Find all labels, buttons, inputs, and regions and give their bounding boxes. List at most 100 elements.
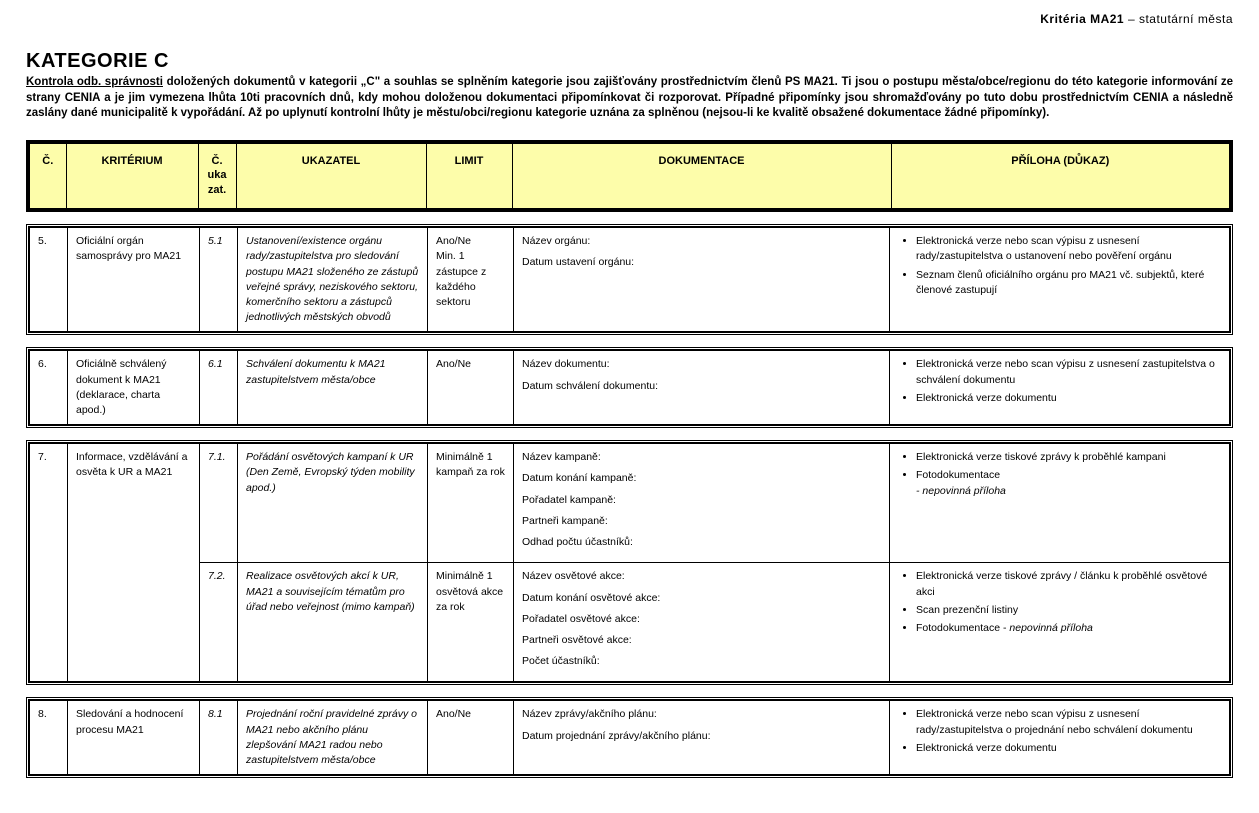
table-row: 6.Oficiálně schválený dokument k MA21 (d…	[30, 351, 1230, 425]
intro-text: doložených dokumentů v kategorii „C" a s…	[26, 76, 1233, 119]
cell-limit: Minimálně 1 kampaň za rok	[428, 444, 514, 563]
cell-limit: Minimálně 1 osvětová akce za rok	[428, 563, 514, 682]
dokumentace-line: Datum schválení dokumentu:	[522, 379, 881, 394]
cell-num: 8.	[30, 701, 68, 775]
priloha-list: Elektronická verze nebo scan výpisu z us…	[898, 707, 1221, 756]
th-dokumentace: DOKUMENTACE	[512, 142, 891, 211]
criteria-header-table: Č. KRITÉRIUM Č. uka zat. UKAZATEL LIMIT …	[26, 140, 1233, 213]
th-ukazatel: UKAZATEL	[236, 142, 426, 211]
cell-ukazat-num: 7.2.	[200, 563, 238, 682]
cell-ukazatel: Realizace osvětových akcí k UR, MA21 a s…	[238, 563, 428, 682]
priloha-item: Fotodokumentace - nepovinná příloha	[916, 621, 1221, 636]
cell-kriterium: Sledování a hodnocení procesu MA21	[68, 701, 200, 775]
table-row: 7.2.Realizace osvětových akcí k UR, MA21…	[30, 563, 1230, 682]
dokumentace-line: Datum ustavení orgánu:	[522, 255, 881, 270]
priloha-item: Elektronická verze nebo scan výpisu z us…	[916, 357, 1221, 387]
cell-kriterium: Informace, vzdělávání a osvěta k UR a MA…	[68, 444, 200, 682]
criteria-group-table: 5.Oficiální orgán samosprávy pro MA215.1…	[29, 227, 1230, 332]
criteria-group-table: 8.Sledování a hodnocení procesu MA218.1P…	[29, 700, 1230, 775]
criteria-header-wrap: Č. KRITÉRIUM Č. uka zat. UKAZATEL LIMIT …	[26, 140, 1233, 213]
cell-limit: Ano/NeMin. 1 zástupce z každého sektoru	[428, 228, 514, 332]
dokumentace-line: Název osvětové akce:	[522, 569, 881, 584]
cell-priloha: Elektronická verze nebo scan výpisu z us…	[890, 701, 1230, 775]
dokumentace-line: Odhad počtu účastníků:	[522, 535, 881, 550]
cell-dokumentace: Název dokumentu: Datum schválení dokument…	[514, 351, 890, 425]
priloha-item: Fotodokumentace- nepovinná příloha	[916, 468, 1221, 498]
cell-limit: Ano/Ne	[428, 351, 514, 425]
cell-dokumentace: Název osvětové akce: Datum konání osvětov…	[514, 563, 890, 682]
cell-ukazatel: Ustanovení/existence orgánu rady/zastupi…	[238, 228, 428, 332]
intro-paragraph: Kontrola odb. správnosti doložených doku…	[26, 75, 1233, 122]
th-num: Č.	[28, 142, 66, 211]
header-bold: Kritéria MA21	[1040, 12, 1124, 26]
header-row: Č. KRITÉRIUM Č. uka zat. UKAZATEL LIMIT …	[28, 142, 1231, 211]
dokumentace-line: Datum konání kampaně:	[522, 471, 881, 486]
dokumentace-line: Partneři kampaně:	[522, 514, 881, 529]
cell-ukazatel: Pořádání osvětových kampaní k UR (Den Ze…	[238, 444, 428, 563]
criteria-group: 7.Informace, vzdělávání a osvěta k UR a …	[26, 440, 1233, 685]
cell-ukazat-num: 7.1.	[200, 444, 238, 563]
priloha-item: Elektronická verze dokumentu	[916, 741, 1221, 756]
cell-priloha: Elektronická verze tiskové zprávy k prob…	[890, 444, 1230, 563]
priloha-list: Elektronická verze tiskové zprávy k prob…	[898, 450, 1221, 499]
priloha-item: Elektronická verze tiskové zprávy / člán…	[916, 569, 1221, 599]
cell-ukazatel: Projednání roční pravidelné zprávy o MA2…	[238, 701, 428, 775]
cell-ukazat-num: 5.1	[200, 228, 238, 332]
dokumentace-line: Název dokumentu:	[522, 357, 881, 372]
criteria-group: 6.Oficiálně schválený dokument k MA21 (d…	[26, 347, 1233, 428]
criteria-group-frame: 6.Oficiálně schválený dokument k MA21 (d…	[26, 347, 1233, 428]
cell-num: 7.	[30, 444, 68, 682]
dokumentace-line: Datum konání osvětové akce:	[522, 591, 881, 606]
header-rest: – statutární města	[1124, 12, 1233, 26]
cell-limit: Ano/Ne	[428, 701, 514, 775]
th-ukazat-num: Č. uka zat.	[198, 142, 236, 211]
dokumentace-line: Název zprávy/akčního plánu:	[522, 707, 881, 722]
priloha-item: Elektronická verze tiskové zprávy k prob…	[916, 450, 1221, 465]
dokumentace-line: Pořadatel osvětové akce:	[522, 612, 881, 627]
dokumentace-line: Pořadatel kampaně:	[522, 493, 881, 508]
th-limit: LIMIT	[426, 142, 512, 211]
groups-container: 5.Oficiální orgán samosprávy pro MA215.1…	[26, 224, 1233, 778]
dokumentace-line: Počet účastníků:	[522, 654, 881, 669]
cell-priloha: Elektronická verze nebo scan výpisu z us…	[890, 228, 1230, 332]
cell-priloha: Elektronická verze nebo scan výpisu z us…	[890, 351, 1230, 425]
priloha-item: Elektronická verze dokumentu	[916, 391, 1221, 406]
criteria-group-frame: 7.Informace, vzdělávání a osvěta k UR a …	[26, 440, 1233, 685]
cell-num: 5.	[30, 228, 68, 332]
dokumentace-line: Název kampaně:	[522, 450, 881, 465]
cell-num: 6.	[30, 351, 68, 425]
cell-ukazat-num: 8.1	[200, 701, 238, 775]
th-priloha: PŘÍLOHA (DŮKAZ)	[891, 142, 1231, 211]
priloha-item: Scan prezenční listiny	[916, 603, 1221, 618]
cell-dokumentace: Název kampaně: Datum konání kampaně: Pořad…	[514, 444, 890, 563]
cell-ukazat-num: 6.1	[200, 351, 238, 425]
priloha-item: Elektronická verze nebo scan výpisu z us…	[916, 234, 1221, 264]
criteria-group-frame: 5.Oficiální orgán samosprávy pro MA215.1…	[26, 224, 1233, 335]
priloha-item: Elektronická verze nebo scan výpisu z us…	[916, 707, 1221, 737]
cell-priloha: Elektronická verze tiskové zprávy / člán…	[890, 563, 1230, 682]
table-row: 5.Oficiální orgán samosprávy pro MA215.1…	[30, 228, 1230, 332]
page-title: KATEGORIE C	[26, 50, 1233, 73]
dokumentace-line: Název orgánu:	[522, 234, 881, 249]
cell-ukazatel: Schválení dokumentu k MA21 zastupitelstv…	[238, 351, 428, 425]
page-header: Kritéria MA21 – statutární města	[26, 12, 1233, 26]
table-row: 7.Informace, vzdělávání a osvěta k UR a …	[30, 444, 1230, 563]
criteria-group-frame: 8.Sledování a hodnocení procesu MA218.1P…	[26, 697, 1233, 778]
priloha-item: Seznam členů oficiálního orgánu pro MA21…	[916, 268, 1221, 298]
priloha-list: Elektronická verze nebo scan výpisu z us…	[898, 234, 1221, 298]
dokumentace-line: Datum projednání zprávy/akčního plánu:	[522, 729, 881, 744]
criteria-group: 5.Oficiální orgán samosprávy pro MA215.1…	[26, 224, 1233, 335]
priloha-list: Elektronická verze nebo scan výpisu z us…	[898, 357, 1221, 406]
th-kriterium: KRITÉRIUM	[66, 142, 198, 211]
table-row: 8.Sledování a hodnocení procesu MA218.1P…	[30, 701, 1230, 775]
cell-dokumentace: Název orgánu: Datum ustavení orgánu:	[514, 228, 890, 332]
cell-kriterium: Oficiálně schválený dokument k MA21 (dek…	[68, 351, 200, 425]
dokumentace-line: Partneři osvětové akce:	[522, 633, 881, 648]
criteria-group-table: 6.Oficiálně schválený dokument k MA21 (d…	[29, 350, 1230, 425]
intro-underline: Kontrola odb. správnosti	[26, 76, 163, 88]
cell-kriterium: Oficiální orgán samosprávy pro MA21	[68, 228, 200, 332]
criteria-group-table: 7.Informace, vzdělávání a osvěta k UR a …	[29, 443, 1230, 682]
priloha-list: Elektronická verze tiskové zprávy / člán…	[898, 569, 1221, 636]
criteria-group: 8.Sledování a hodnocení procesu MA218.1P…	[26, 697, 1233, 778]
cell-dokumentace: Název zprávy/akčního plánu: Datum projedn…	[514, 701, 890, 775]
